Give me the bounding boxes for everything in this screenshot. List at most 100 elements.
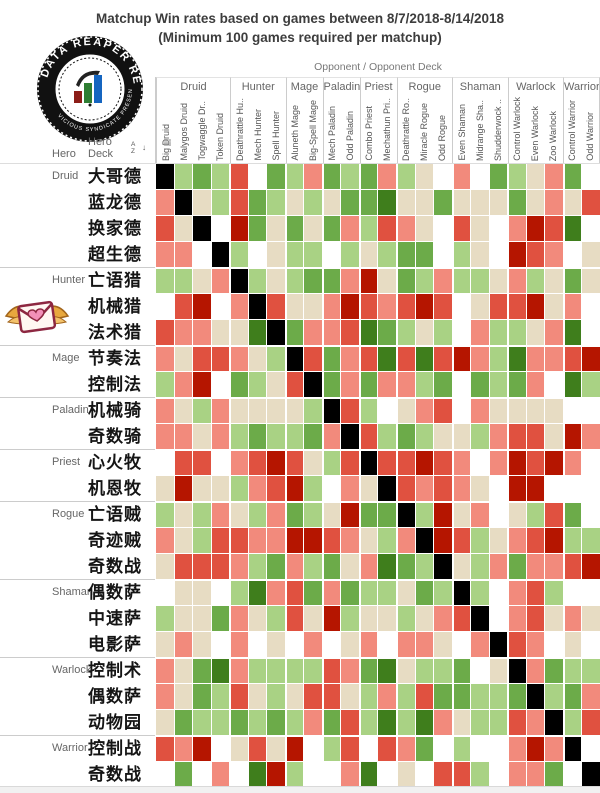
matchup-cell[interactable] <box>285 346 304 371</box>
matchup-cell[interactable] <box>489 606 508 631</box>
matchup-cell[interactable] <box>230 346 248 371</box>
column-deck-label[interactable]: Control Warlock <box>509 96 527 163</box>
matchup-cell[interactable] <box>341 294 359 319</box>
matchup-cell[interactable] <box>156 762 174 787</box>
matchup-cell[interactable] <box>285 216 304 241</box>
matchup-cell[interactable] <box>248 320 267 345</box>
matchup-cell[interactable] <box>545 190 563 215</box>
matchup-cell[interactable] <box>230 268 248 293</box>
matchup-cell[interactable] <box>471 762 489 787</box>
matchup-cell[interactable] <box>193 710 211 735</box>
matchup-cell[interactable] <box>378 242 397 267</box>
matchup-cell[interactable] <box>563 502 582 527</box>
matchup-cell[interactable] <box>434 190 452 215</box>
matchup-cell[interactable] <box>471 736 489 761</box>
row-deck-label[interactable]: 控制战 <box>88 739 142 758</box>
matchup-cell[interactable] <box>563 658 582 683</box>
matchup-cell[interactable] <box>304 216 322 241</box>
matchup-cell[interactable] <box>378 658 397 683</box>
matchup-cell[interactable] <box>526 242 545 267</box>
matchup-cell[interactable] <box>434 736 452 761</box>
matchup-cell[interactable] <box>452 164 471 189</box>
matchup-cell[interactable] <box>452 554 471 579</box>
matchup-cell[interactable] <box>193 268 211 293</box>
matchup-cell[interactable] <box>248 242 267 267</box>
matchup-cell[interactable] <box>489 502 508 527</box>
matchup-cell[interactable] <box>304 372 322 397</box>
matchup-cell[interactable] <box>582 710 600 735</box>
matchup-cell[interactable] <box>211 632 230 657</box>
row-deck-label[interactable]: 蓝龙德 <box>88 193 142 212</box>
matchup-cell[interactable] <box>230 242 248 267</box>
row-class-label[interactable]: Priest <box>52 456 81 468</box>
matchup-cell[interactable] <box>359 606 378 631</box>
matchup-cell[interactable] <box>582 190 600 215</box>
column-deck-label[interactable]: Spell Hunter <box>267 96 285 163</box>
matchup-cell[interactable] <box>193 164 211 189</box>
matchup-cell[interactable] <box>545 580 563 605</box>
matchup-cell[interactable] <box>193 736 211 761</box>
matchup-cell[interactable] <box>545 424 563 449</box>
matchup-cell[interactable] <box>359 658 378 683</box>
matchup-cell[interactable] <box>397 190 415 215</box>
matchup-cell[interactable] <box>304 632 322 657</box>
matchup-cell[interactable] <box>415 294 434 319</box>
matchup-cell[interactable] <box>415 710 434 735</box>
matchup-cell[interactable] <box>322 684 341 709</box>
matchup-cell[interactable] <box>322 242 341 267</box>
matchup-cell[interactable] <box>415 554 434 579</box>
matchup-cell[interactable] <box>526 528 545 553</box>
row-deck-label[interactable]: 节奏法 <box>88 349 142 368</box>
matchup-cell[interactable] <box>434 216 452 241</box>
matchup-cell[interactable] <box>304 346 322 371</box>
matchup-cell[interactable] <box>267 736 285 761</box>
matchup-cell[interactable] <box>378 476 397 501</box>
matchup-cell[interactable] <box>359 320 378 345</box>
matchup-cell[interactable] <box>397 580 415 605</box>
matchup-cell[interactable] <box>434 268 452 293</box>
matchup-cell[interactable] <box>582 216 600 241</box>
matchup-cell[interactable] <box>397 450 415 475</box>
matchup-cell[interactable] <box>248 398 267 423</box>
matchup-cell[interactable] <box>489 216 508 241</box>
matchup-cell[interactable] <box>397 242 415 267</box>
matchup-cell[interactable] <box>267 632 285 657</box>
matchup-cell[interactable] <box>304 606 322 631</box>
matchup-cell[interactable] <box>582 164 600 189</box>
matchup-cell[interactable] <box>415 398 434 423</box>
matchup-cell[interactable] <box>582 684 600 709</box>
column-deck-label[interactable]: Shudderwock .. <box>489 96 507 163</box>
matchup-cell[interactable] <box>248 372 267 397</box>
matchup-cell[interactable] <box>508 554 526 579</box>
matchup-cell[interactable] <box>545 346 563 371</box>
matchup-cell[interactable] <box>378 762 397 787</box>
matchup-cell[interactable] <box>341 372 359 397</box>
matchup-cell[interactable] <box>285 606 304 631</box>
matchup-cell[interactable] <box>471 320 489 345</box>
matchup-cell[interactable] <box>582 632 600 657</box>
column-class-header[interactable]: Rogue <box>396 77 452 96</box>
matchup-cell[interactable] <box>434 346 452 371</box>
matchup-cell[interactable] <box>471 268 489 293</box>
column-class-header[interactable]: Warrior <box>563 77 600 96</box>
matchup-cell[interactable] <box>285 736 304 761</box>
matchup-cell[interactable] <box>434 372 452 397</box>
matchup-cell[interactable] <box>508 268 526 293</box>
matchup-cell[interactable] <box>341 554 359 579</box>
matchup-cell[interactable] <box>156 424 174 449</box>
matchup-cell[interactable] <box>415 190 434 215</box>
row-deck-label[interactable]: 动物园 <box>88 713 142 732</box>
matchup-cell[interactable] <box>304 580 322 605</box>
matchup-cell[interactable] <box>230 710 248 735</box>
matchup-cell[interactable] <box>322 736 341 761</box>
matchup-cell[interactable] <box>211 216 230 241</box>
matchup-cell[interactable] <box>322 424 341 449</box>
matchup-cell[interactable] <box>174 320 193 345</box>
matchup-cell[interactable] <box>471 554 489 579</box>
matchup-cell[interactable] <box>434 242 452 267</box>
matchup-cell[interactable] <box>452 502 471 527</box>
matchup-cell[interactable] <box>230 528 248 553</box>
matchup-cell[interactable] <box>526 736 545 761</box>
matchup-cell[interactable] <box>415 424 434 449</box>
matchup-cell[interactable] <box>471 216 489 241</box>
